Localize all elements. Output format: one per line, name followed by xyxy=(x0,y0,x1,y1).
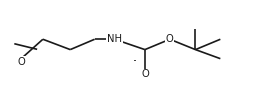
Text: O: O xyxy=(141,69,149,79)
Text: O: O xyxy=(166,34,174,44)
Text: NH: NH xyxy=(107,34,122,44)
Text: O: O xyxy=(17,57,25,67)
